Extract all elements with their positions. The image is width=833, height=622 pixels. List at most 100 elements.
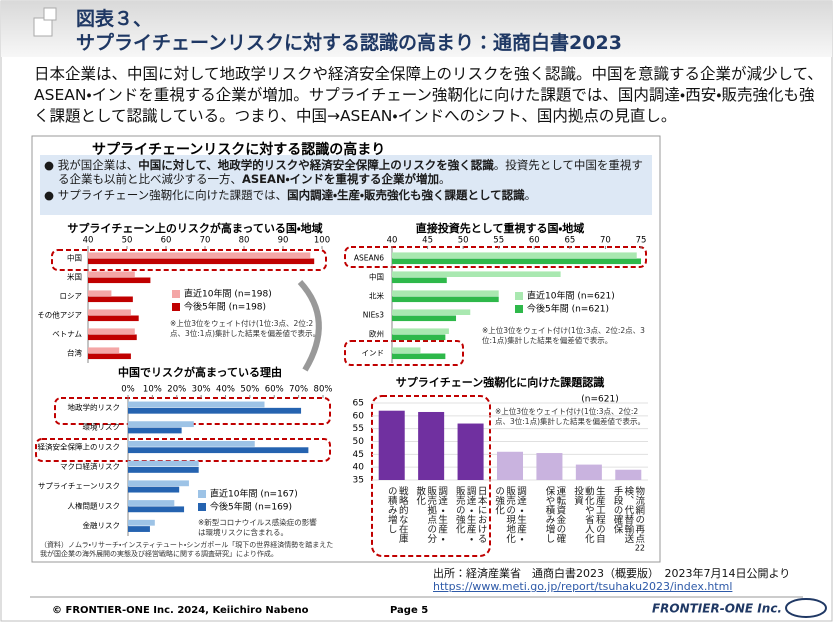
bar bbox=[88, 353, 131, 360]
bar bbox=[88, 277, 151, 284]
x-tick-label: 65 bbox=[564, 236, 575, 246]
bar bbox=[88, 290, 112, 296]
y-tick-label: マクロ経済リスク bbox=[60, 461, 120, 471]
bar bbox=[392, 271, 561, 277]
bar bbox=[392, 347, 421, 353]
x-tick-label: 日本における調達・生産・販売の強化 bbox=[453, 486, 487, 543]
bar bbox=[88, 271, 135, 277]
y-tick-label: 65 bbox=[353, 399, 364, 409]
bar bbox=[392, 252, 637, 258]
source-note: （資料）ノムラ・リサーチ・インスティテュート・シンガポール「現下の世界経済情勢を… bbox=[40, 541, 334, 558]
y-tick-label: その他アジア bbox=[37, 310, 82, 320]
highlight bbox=[344, 340, 464, 366]
y-tick-label: 金融リスク bbox=[83, 520, 121, 530]
y-tick-label: 40 bbox=[353, 463, 365, 473]
y-tick-label: 中国 bbox=[369, 272, 384, 282]
logo-mark bbox=[785, 598, 827, 618]
y-tick-label: 55 bbox=[353, 424, 364, 434]
x-tick-label: 70 bbox=[600, 236, 611, 246]
bar bbox=[128, 440, 255, 447]
bar bbox=[128, 407, 302, 414]
bar bbox=[88, 252, 311, 258]
bullet-text: ASEAN・インドを重視する企業が増加 bbox=[242, 172, 439, 186]
note: ※上位3位をウェイト付け(1位:3点、2位:2点、3位:1点)集計した結果を偏差… bbox=[482, 326, 645, 345]
x-tick-label: 80% bbox=[314, 385, 333, 395]
bar bbox=[128, 427, 182, 434]
legend-label: 今後5年間 (n=198) bbox=[184, 301, 266, 313]
bar bbox=[128, 526, 150, 532]
x-tick-label: 90 bbox=[278, 236, 289, 246]
legend-label: 今後5年間 (n=621) bbox=[527, 303, 609, 315]
bar bbox=[128, 421, 194, 428]
y-tick-label: ロシア bbox=[60, 292, 83, 301]
bar bbox=[575, 464, 602, 480]
note: ※上位3位をウェイト付け(1位:3点、2位:2点、3位:1点)集計した結果を偏差… bbox=[495, 407, 645, 426]
x-tick-label: 40% bbox=[216, 385, 235, 395]
bullet-text: 。投資先として中国を重視する企業も以前と比べ減少する一方、 bbox=[58, 158, 643, 186]
bar bbox=[128, 467, 199, 473]
chart-title: 直接投資先として重視する国・地域 bbox=[416, 221, 584, 235]
icon bbox=[43, 7, 57, 21]
bar bbox=[88, 328, 135, 334]
chart-subtitle: (n=621) bbox=[581, 395, 618, 405]
bar bbox=[88, 334, 137, 341]
x-tick-label: 物流網の再点検、代替輸送手段の確保 bbox=[611, 486, 645, 543]
bullet: ● サプライチェーン強靭化に向けた課題では、国内調達・生産・販売強化も強く課題と… bbox=[44, 188, 537, 202]
x-tick-label: 0% bbox=[121, 385, 135, 395]
bar bbox=[392, 309, 471, 315]
bar bbox=[457, 423, 484, 480]
bar bbox=[615, 469, 642, 480]
x-tick-label: 60 bbox=[529, 236, 540, 246]
x-tick-label: 50% bbox=[240, 385, 259, 395]
y-tick-label: 欧州 bbox=[369, 329, 384, 339]
panel-title: サプライチェーンリスクに対する認識の高まり bbox=[92, 142, 386, 158]
legend-label: 直近10年間 (n=621) bbox=[527, 290, 615, 302]
y-tick-label: インド bbox=[362, 349, 385, 358]
y-tick-label: NIEs3 bbox=[363, 311, 384, 320]
page-number: 22 bbox=[635, 544, 645, 553]
bar bbox=[128, 480, 189, 487]
x-tick-label: 20% bbox=[167, 385, 186, 395]
chart-title: サプライチェーン強靭化に向けた課題認識 bbox=[396, 375, 604, 389]
bar bbox=[128, 447, 309, 454]
x-tick-label: 30% bbox=[192, 385, 211, 395]
y-tick-label: 50 bbox=[353, 437, 365, 447]
x-tick-label: 運転資金の確保や積み増し bbox=[543, 486, 566, 543]
x-tick-label: 70 bbox=[200, 236, 211, 246]
y-tick-label: 環境リスク bbox=[83, 422, 121, 432]
legend-label: 直近10年間 (n=167) bbox=[210, 488, 298, 500]
y-tick-label: ASEAN6 bbox=[354, 254, 384, 263]
y-tick-label: 60 bbox=[353, 411, 365, 421]
bar bbox=[128, 519, 155, 526]
y-tick-label: 米国 bbox=[67, 272, 82, 282]
source-url[interactable]: https://www.meti.go.jp/report/tsuhaku202… bbox=[433, 580, 733, 593]
y-tick-label: 地政学的リスク bbox=[68, 402, 121, 412]
body-text: 日本企業は、中国に対して地政学リスクや経済安全保障上のリスクを強く認識。中国を意… bbox=[34, 65, 823, 125]
y-tick-label: 北米 bbox=[369, 291, 384, 301]
y-tick-label: 経済安全保障上のリスク bbox=[38, 441, 121, 451]
bar bbox=[392, 315, 457, 322]
bar bbox=[392, 296, 499, 303]
legend-swatch bbox=[515, 305, 523, 313]
bar bbox=[88, 258, 315, 265]
x-tick-label: 40 bbox=[387, 236, 398, 246]
bar bbox=[128, 486, 180, 493]
y-tick-label: ベトナム bbox=[52, 330, 82, 339]
legend-swatch bbox=[198, 490, 206, 498]
highlight bbox=[344, 246, 647, 268]
arrow bbox=[297, 279, 322, 372]
note: ※新型コロナウイルス感染症の影響は環境リスクに含まれる。 bbox=[198, 518, 317, 537]
bar bbox=[392, 328, 449, 334]
note: ※上位3位をウェイト付け(1位:3点、2位:2点、3位:1点)集計した結果を偏差… bbox=[170, 319, 320, 338]
bar bbox=[392, 277, 447, 284]
x-tick-label: 生産工程の自動化や省人化投資 bbox=[572, 486, 605, 543]
x-tick-label: 50 bbox=[122, 236, 133, 246]
source: 出所：経済産業省 通商白書2023（概要版） 2023年7月14日公開より bbox=[433, 567, 791, 580]
bar bbox=[128, 506, 185, 513]
x-tick-label: 40 bbox=[83, 236, 94, 246]
highlight bbox=[371, 395, 491, 557]
x-tick-label: 60% bbox=[265, 385, 284, 395]
bar bbox=[88, 315, 139, 322]
bar bbox=[392, 334, 446, 341]
